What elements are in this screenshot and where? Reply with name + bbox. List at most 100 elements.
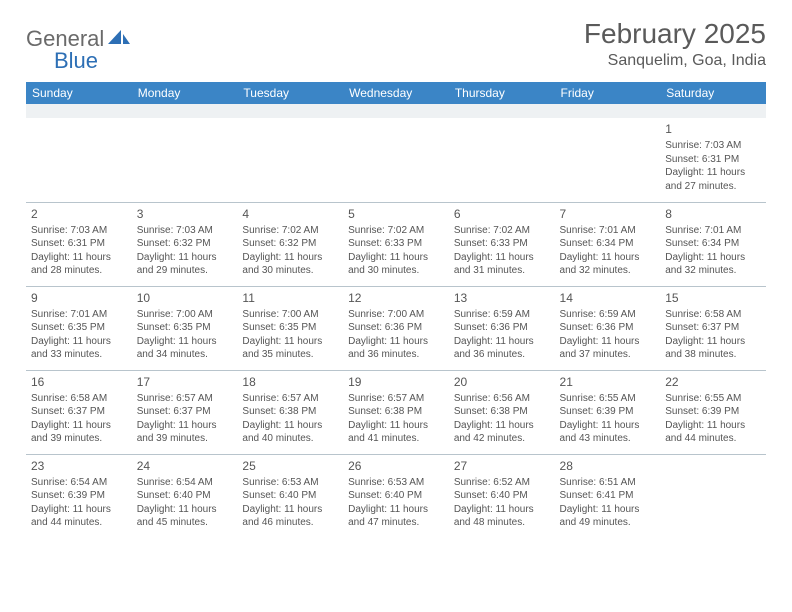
sunset-line: Sunset: 6:40 PM xyxy=(242,489,338,503)
daylight-line: Daylight: 11 hours and 45 minutes. xyxy=(137,503,233,530)
calendar-day-cell xyxy=(660,454,766,538)
sunrise-line: Sunrise: 7:02 AM xyxy=(242,224,338,238)
sunset-line: Sunset: 6:38 PM xyxy=(454,405,550,419)
sunrise-line: Sunrise: 6:53 AM xyxy=(348,476,444,490)
day-header: Monday xyxy=(132,82,238,104)
calendar-day-cell: 2Sunrise: 7:03 AMSunset: 6:31 PMDaylight… xyxy=(26,202,132,286)
calendar-day-cell: 19Sunrise: 6:57 AMSunset: 6:38 PMDayligh… xyxy=(343,370,449,454)
daylight-line: Daylight: 11 hours and 44 minutes. xyxy=(665,419,761,446)
calendar-day-cell: 18Sunrise: 6:57 AMSunset: 6:38 PMDayligh… xyxy=(237,370,343,454)
day-number: 4 xyxy=(242,206,338,222)
daylight-line: Daylight: 11 hours and 40 minutes. xyxy=(242,419,338,446)
calendar-week-row: 16 Sunrise: 6:58 AM Sunset: 6:37 PM Dayligh… xyxy=(26,370,766,454)
daylight-line: Daylight: 11 hours and 32 minutes. xyxy=(560,251,656,278)
calendar-day-cell: 24 Sunrise: 6:54 AMSunset: 6:40 PMDayligh… xyxy=(132,454,238,538)
sunset-line: Sunset: 6:33 PM xyxy=(348,237,444,251)
day-number: 21 xyxy=(560,374,656,390)
day-number: 19 xyxy=(348,374,444,390)
calendar-day-cell: 8 Sunrise: 7:01 AMSunset: 6:34 PMDaylight… xyxy=(660,202,766,286)
sunrise-line: Sunrise: 7:01 AM xyxy=(665,224,761,238)
sunset-line: Sunset: 6:39 PM xyxy=(560,405,656,419)
sunset-line: Sunset: 6:35 PM xyxy=(137,321,233,335)
daylight-line: Daylight: 11 hours and 47 minutes. xyxy=(348,503,444,530)
calendar-day-cell: 15Sunrise: 6:58 AMSunset: 6:37 PMDayligh… xyxy=(660,286,766,370)
calendar-day-cell: 12 Sunrise: 7:00 AMSunset: 6:36 PMDayligh… xyxy=(343,286,449,370)
sunrise-line: Sunrise: 7:03 AM xyxy=(137,224,233,238)
calendar-day-cell: 4Sunrise: 7:02 AMSunset: 6:32 PMDaylight… xyxy=(237,202,343,286)
calendar-day-cell: 21Sunrise: 6:55 AMSunset: 6:39 PMDayligh… xyxy=(555,370,661,454)
daylight-line: Daylight: 11 hours and 41 minutes. xyxy=(348,419,444,446)
day-number: 3 xyxy=(137,206,233,222)
sunset-line: Sunset: 6:40 PM xyxy=(348,489,444,503)
day-number: 6 xyxy=(454,206,550,222)
daylight-line: Daylight: 11 hours and 29 minutes. xyxy=(137,251,233,278)
calendar-week-row: 2Sunrise: 7:03 AMSunset: 6:31 PMDaylight… xyxy=(26,202,766,286)
sunset-line: Sunset: 6:36 PM xyxy=(348,321,444,335)
sunrise-line: Sunrise: 6:58 AM xyxy=(31,392,127,406)
daylight-line: Daylight: 11 hours and 36 minutes. xyxy=(454,335,550,362)
calendar-header-row: SundayMondayTuesdayWednesdayThursdayFrid… xyxy=(26,82,766,104)
sunset-line: Sunset: 6:36 PM xyxy=(454,321,550,335)
logo-text-blue: Blue xyxy=(54,48,98,73)
sunset-line: Sunset: 6:40 PM xyxy=(137,489,233,503)
day-number: 8 xyxy=(665,206,761,222)
day-number: 28 xyxy=(560,458,656,474)
calendar-day-cell: 27Sunrise: 6:52 AMSunset: 6:40 PMDayligh… xyxy=(449,454,555,538)
day-number: 12 xyxy=(348,290,444,306)
sunrise-line: Sunrise: 7:00 AM xyxy=(137,308,233,322)
daylight-line: Daylight: 11 hours and 39 minutes. xyxy=(31,419,127,446)
day-number: 1 xyxy=(665,121,761,137)
sunrise-line: Sunrise: 6:59 AM xyxy=(560,308,656,322)
daylight-line: Daylight: 11 hours and 46 minutes. xyxy=(242,503,338,530)
calendar-day-cell: 13Sunrise: 6:59 AMSunset: 6:36 PMDayligh… xyxy=(449,286,555,370)
daylight-line: Daylight: 11 hours and 27 minutes. xyxy=(665,166,761,193)
sunrise-line: Sunrise: 6:54 AM xyxy=(137,476,233,490)
sunrise-line: Sunrise: 6:53 AM xyxy=(242,476,338,490)
day-number: 15 xyxy=(665,290,761,306)
calendar-day-cell: 11Sunrise: 7:00 AMSunset: 6:35 PMDayligh… xyxy=(237,286,343,370)
daylight-line: Daylight: 11 hours and 32 minutes. xyxy=(665,251,761,278)
sunrise-line: Sunrise: 7:00 AM xyxy=(348,308,444,322)
daylight-line: Daylight: 11 hours and 37 minutes. xyxy=(560,335,656,362)
day-number: 25 xyxy=(242,458,338,474)
day-number: 7 xyxy=(560,206,656,222)
sunset-line: Sunset: 6:39 PM xyxy=(31,489,127,503)
calendar-day-cell: 16Sunrise: 6:58 AMSunset: 6:37 PMDayligh… xyxy=(26,370,132,454)
sunset-line: Sunset: 6:37 PM xyxy=(137,405,233,419)
daylight-line: Daylight: 11 hours and 36 minutes. xyxy=(348,335,444,362)
sunset-line: Sunset: 6:32 PM xyxy=(242,237,338,251)
blank-row xyxy=(26,104,766,118)
day-number: 13 xyxy=(454,290,550,306)
sunset-line: Sunset: 6:41 PM xyxy=(560,489,656,503)
day-number: 10 xyxy=(137,290,233,306)
daylight-line: Daylight: 11 hours and 31 minutes. xyxy=(454,251,550,278)
day-number: 11 xyxy=(242,290,338,306)
day-number: 26 xyxy=(348,458,444,474)
calendar-day-cell: 1Sunrise: 7:03 AMSunset: 6:31 PMDaylight… xyxy=(660,118,766,202)
sunset-line: Sunset: 6:32 PM xyxy=(137,237,233,251)
sunrise-line: Sunrise: 7:00 AM xyxy=(242,308,338,322)
day-number: 17 xyxy=(137,374,233,390)
daylight-line: Daylight: 11 hours and 42 minutes. xyxy=(454,419,550,446)
sunset-line: Sunset: 6:39 PM xyxy=(665,405,761,419)
day-number: 16 xyxy=(31,374,127,390)
day-header: Sunday xyxy=(26,82,132,104)
sunset-line: Sunset: 6:34 PM xyxy=(665,237,761,251)
calendar-day-cell xyxy=(132,118,238,202)
day-header: Saturday xyxy=(660,82,766,104)
sunrise-line: Sunrise: 7:01 AM xyxy=(31,308,127,322)
sunrise-line: Sunrise: 6:57 AM xyxy=(242,392,338,406)
calendar-day-cell: 9Sunrise: 7:01 AMSunset: 6:35 PMDaylight… xyxy=(26,286,132,370)
calendar-week-row: 1Sunrise: 7:03 AMSunset: 6:31 PMDaylight… xyxy=(26,118,766,202)
sunrise-line: Sunrise: 7:03 AM xyxy=(665,139,761,153)
day-number: 24 xyxy=(137,458,233,474)
day-header: Wednesday xyxy=(343,82,449,104)
sunset-line: Sunset: 6:35 PM xyxy=(31,321,127,335)
calendar-day-cell: 3 Sunrise: 7:03 AMSunset: 6:32 PMDaylight… xyxy=(132,202,238,286)
calendar-table: SundayMondayTuesdayWednesdayThursdayFrid… xyxy=(26,82,766,538)
sunrise-line: Sunrise: 6:57 AM xyxy=(348,392,444,406)
sunset-line: Sunset: 6:36 PM xyxy=(560,321,656,335)
day-number: 20 xyxy=(454,374,550,390)
sunset-line: Sunset: 6:31 PM xyxy=(31,237,127,251)
daylight-line: Daylight: 11 hours and 30 minutes. xyxy=(348,251,444,278)
